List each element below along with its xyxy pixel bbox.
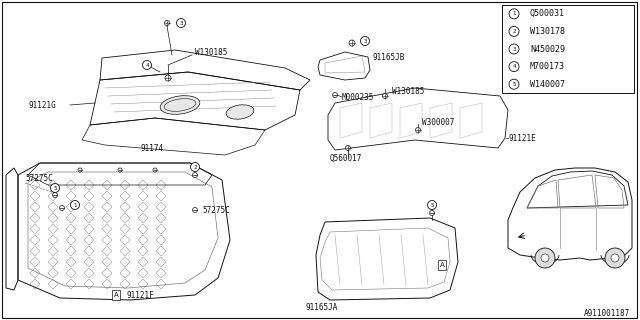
Text: 1: 1: [73, 203, 77, 207]
Text: Q560017: Q560017: [330, 154, 362, 163]
Circle shape: [143, 60, 152, 69]
Circle shape: [541, 254, 549, 262]
Circle shape: [383, 93, 387, 99]
Text: 5: 5: [512, 82, 516, 87]
Text: 1: 1: [512, 11, 516, 16]
Circle shape: [191, 163, 200, 172]
Circle shape: [193, 207, 198, 212]
Text: 5: 5: [53, 186, 57, 190]
Bar: [502, 5, 634, 93]
Circle shape: [509, 62, 519, 72]
Text: 57275C: 57275C: [202, 205, 230, 214]
Text: W300007: W300007: [422, 117, 454, 126]
Circle shape: [360, 36, 369, 45]
Text: W130185: W130185: [392, 86, 424, 95]
Text: 4: 4: [512, 64, 516, 69]
Text: 3: 3: [364, 38, 367, 44]
Circle shape: [164, 20, 170, 26]
Circle shape: [429, 211, 435, 215]
Circle shape: [165, 75, 171, 81]
Circle shape: [349, 40, 355, 46]
Circle shape: [177, 19, 186, 28]
Text: 3: 3: [512, 46, 516, 52]
Text: 4: 4: [145, 62, 148, 68]
Text: 57275C: 57275C: [25, 173, 52, 182]
Circle shape: [415, 127, 420, 132]
Text: A: A: [114, 292, 118, 298]
Text: 5: 5: [430, 203, 434, 207]
Text: 91165JA: 91165JA: [306, 303, 338, 313]
Text: W130185: W130185: [195, 47, 227, 57]
Circle shape: [509, 79, 519, 89]
Circle shape: [51, 183, 60, 193]
Circle shape: [153, 168, 157, 172]
Circle shape: [78, 168, 82, 172]
Circle shape: [333, 92, 337, 98]
Text: A911001187: A911001187: [584, 308, 630, 317]
Circle shape: [346, 146, 351, 150]
Ellipse shape: [226, 105, 254, 119]
Text: 91121E: 91121E: [508, 133, 536, 142]
Circle shape: [60, 205, 65, 211]
Text: W140007: W140007: [530, 80, 565, 89]
Circle shape: [509, 9, 519, 19]
Text: 2: 2: [193, 164, 196, 170]
Text: 91165JB: 91165JB: [372, 52, 404, 61]
Circle shape: [193, 172, 198, 178]
Ellipse shape: [160, 96, 200, 114]
Text: 91174: 91174: [140, 143, 163, 153]
Text: A: A: [440, 262, 444, 268]
Text: 91121G: 91121G: [28, 100, 56, 109]
Text: 3: 3: [179, 20, 183, 26]
Text: Q500031: Q500031: [530, 9, 565, 18]
Circle shape: [52, 193, 58, 197]
Circle shape: [509, 27, 519, 36]
Text: 91121F: 91121F: [126, 291, 154, 300]
Text: M700173: M700173: [530, 62, 565, 71]
Circle shape: [605, 248, 625, 268]
Circle shape: [611, 254, 619, 262]
Text: N450029: N450029: [530, 44, 565, 53]
Circle shape: [535, 248, 555, 268]
Text: W130178: W130178: [530, 27, 565, 36]
Text: 2: 2: [512, 29, 516, 34]
Circle shape: [70, 201, 79, 210]
Circle shape: [118, 168, 122, 172]
Circle shape: [509, 44, 519, 54]
Circle shape: [428, 201, 436, 210]
Text: M000235: M000235: [342, 92, 374, 101]
